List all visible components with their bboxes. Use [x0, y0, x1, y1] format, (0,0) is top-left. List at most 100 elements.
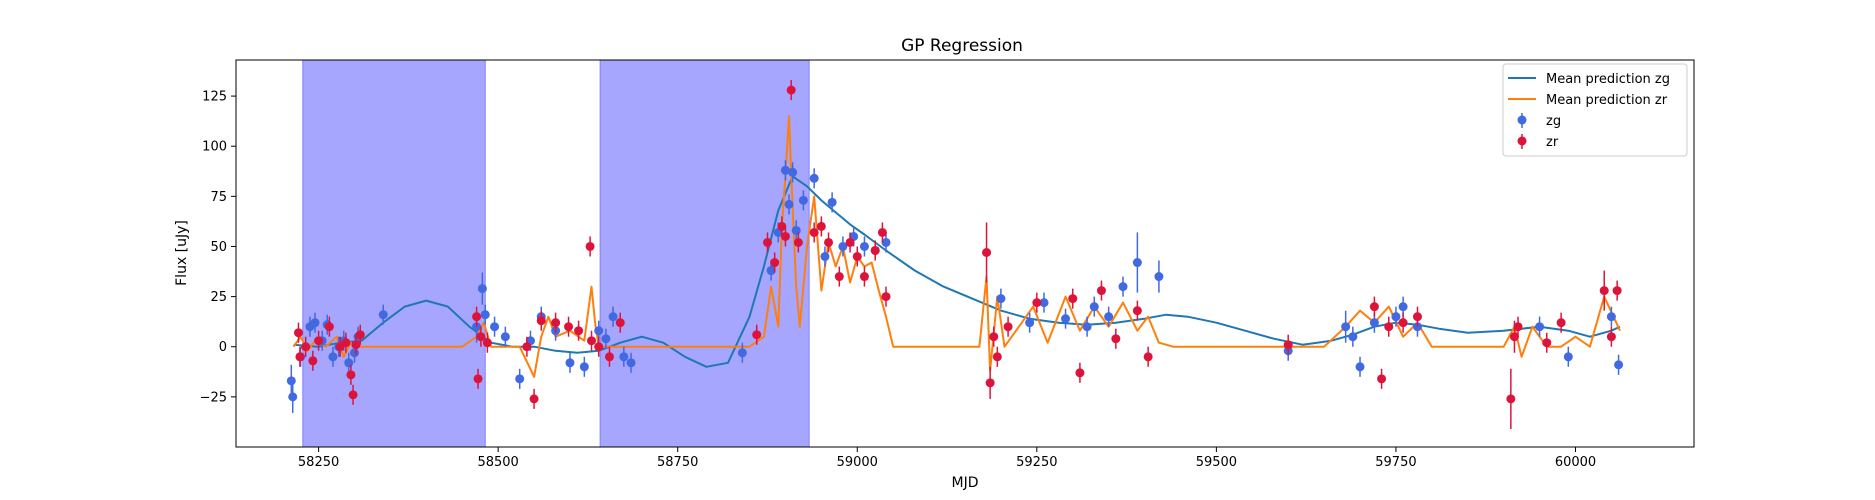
marker-zg [881, 237, 891, 247]
data-point-zr [564, 316, 574, 337]
data-point-zg [1614, 354, 1624, 375]
marker-zg [378, 310, 388, 320]
shaded-regions [302, 59, 810, 448]
marker-zr [301, 342, 311, 352]
marker-zg [1118, 282, 1128, 292]
shaded-region-2 [599, 59, 810, 448]
data-point-zr [301, 336, 311, 357]
data-point-zg [1563, 346, 1573, 367]
marker-zr [473, 374, 483, 384]
data-point-zg [820, 246, 830, 267]
data-point-zr [1542, 332, 1552, 353]
marker-zg [500, 332, 510, 342]
marker-zg [827, 197, 837, 207]
legend: Mean prediction zg Mean prediction zr zg… [1502, 63, 1688, 157]
data-point-zr [1068, 288, 1078, 309]
data-point-zr [982, 222, 992, 283]
marker-zg [1391, 312, 1401, 322]
marker-zg [608, 312, 618, 322]
data-point-zg [515, 368, 525, 389]
marker-zg [1039, 298, 1049, 308]
data-point-zr [314, 330, 324, 351]
data-point-zr [574, 320, 584, 341]
data-point-zg [288, 380, 298, 413]
marker-zr [1096, 286, 1106, 296]
marker-zg [1614, 360, 1624, 370]
data-point-zr [355, 324, 365, 345]
chart-title: GP Regression [901, 36, 1023, 56]
data-point-zr [482, 332, 492, 353]
data-point-zr [989, 326, 999, 347]
x-tick-label: 60000 [1555, 455, 1596, 470]
marker-zr [1398, 318, 1408, 328]
mean-prediction-lines [292, 115, 1621, 378]
marker-zg [1535, 322, 1545, 332]
marker-zr [852, 252, 862, 262]
data-point-zr [346, 364, 356, 385]
legend-marker-zg [1517, 115, 1527, 125]
data-point-zr [859, 266, 869, 287]
marker-zg [809, 173, 819, 183]
marker-zg [1341, 322, 1351, 332]
marker-zg [784, 199, 794, 209]
marker-zr [355, 330, 365, 340]
data-point-zg [480, 304, 490, 325]
data-point-zr [341, 332, 351, 353]
data-point-zg [1039, 292, 1049, 313]
marker-zr [1384, 322, 1394, 332]
marker-zg [477, 284, 487, 294]
marker-zr [604, 352, 614, 362]
marker-zr [877, 227, 887, 237]
x-tick-label: 58250 [298, 455, 339, 470]
data-point-zr [777, 216, 787, 237]
data-point-zg [1535, 316, 1545, 337]
data-point-zg [838, 236, 848, 257]
marker-zr [1032, 298, 1042, 308]
x-tick-label: 59750 [1375, 455, 1416, 470]
data-point-zg [619, 346, 629, 367]
data-point-zg [1082, 316, 1092, 337]
marker-zr [551, 318, 561, 328]
marker-zg [1061, 314, 1071, 324]
marker-zr [870, 245, 880, 255]
marker-zr [295, 352, 305, 362]
x-axis-label: MJD [952, 475, 979, 491]
data-point-zg [1061, 308, 1071, 329]
marker-zr [472, 312, 482, 322]
data-point-zg [500, 326, 510, 347]
marker-zr [793, 237, 803, 247]
data-point-zr [992, 346, 1002, 367]
marker-zg [838, 241, 848, 251]
marker-zg [515, 374, 525, 384]
data-point-zr [1032, 292, 1042, 313]
marker-zg [1563, 352, 1573, 362]
data-point-zr [1132, 300, 1142, 321]
marker-zr [777, 221, 787, 231]
data-point-zr [870, 240, 880, 261]
y-axis-label: Flux [uJy] [174, 220, 190, 286]
marker-zr [1606, 332, 1616, 342]
data-point-zg [788, 162, 798, 183]
data-point-zg [1391, 306, 1401, 327]
marker-zr [308, 356, 318, 366]
data-point-zr [770, 252, 780, 273]
data-point-zr [1599, 270, 1609, 311]
marker-zr [482, 338, 492, 348]
marker-zg [601, 334, 611, 344]
marker-zr [351, 340, 361, 350]
marker-zr [780, 231, 790, 241]
data-point-zr [1412, 306, 1422, 327]
data-point-zr [852, 246, 862, 267]
marker-zg [1398, 302, 1408, 312]
marker-zg [820, 252, 830, 262]
marker-zr [1132, 306, 1142, 316]
line-mean-prediction-zg [293, 175, 1621, 368]
marker-zr [752, 330, 762, 340]
data-point-zg [328, 346, 338, 367]
marker-zr [1599, 286, 1609, 296]
marker-zr [346, 370, 356, 380]
marker-zr [536, 316, 546, 326]
marker-zg [565, 358, 575, 368]
marker-zr [816, 221, 826, 231]
data-point-zg [1104, 306, 1114, 327]
